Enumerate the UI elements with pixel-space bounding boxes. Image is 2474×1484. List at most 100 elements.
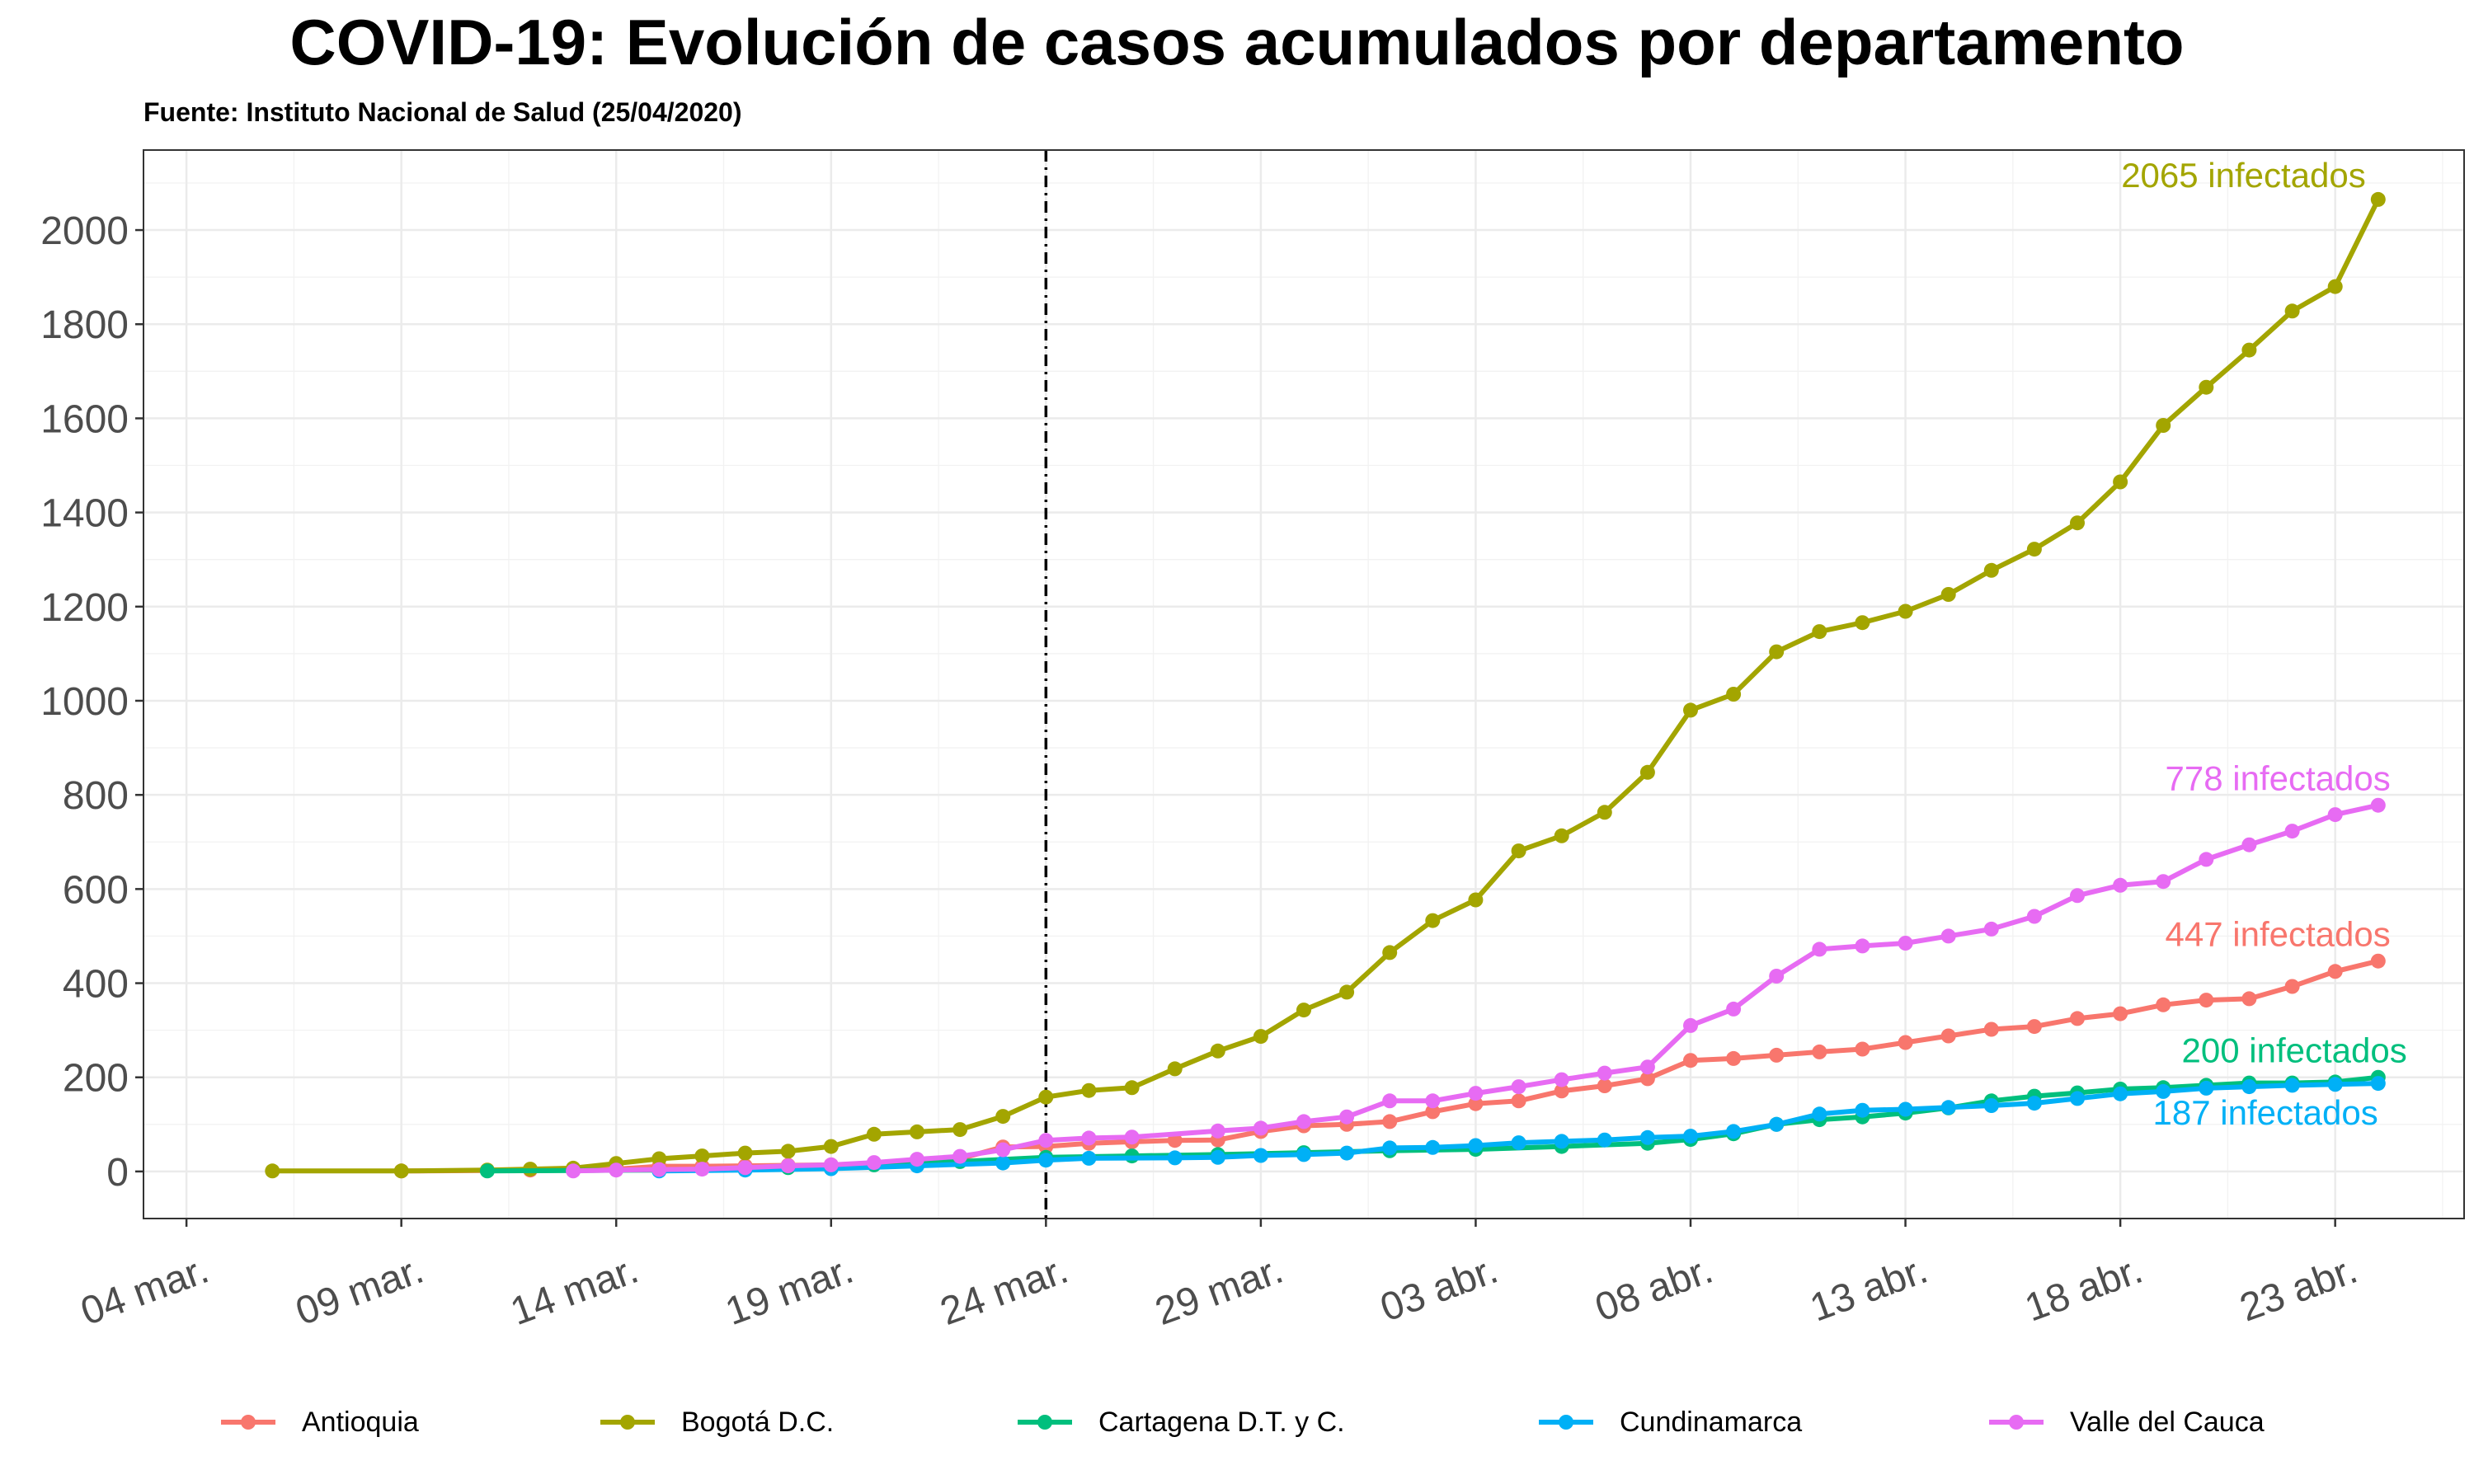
data-point [1038,1089,1054,1105]
x-tick-label: 24 mar. [935,1248,1075,1335]
data-point [2156,874,2171,890]
data-point [1769,969,1785,984]
data-point [1210,1123,1225,1139]
data-point [1253,1029,1268,1045]
data-point [2199,993,2214,1008]
y-tick-label: 1800 [40,303,129,347]
data-point [1167,1061,1183,1077]
data-point [1683,1129,1698,1144]
data-point [2070,1011,2085,1026]
legend-label: Valle del Cauca [2070,1406,2265,1438]
data-point [737,1145,753,1161]
y-tick-label: 800 [63,774,129,818]
x-tick-label: 04 mar. [75,1248,214,1335]
data-point [1468,1096,1484,1111]
data-point [2070,1091,2085,1106]
data-point [2370,797,2386,813]
data-point [1597,1132,1612,1148]
data-point [1081,1082,1097,1098]
data-point [1511,1079,1526,1095]
data-point [566,1163,581,1179]
legend-item: Cartagena D.T. y C. [1016,1393,1345,1451]
legend: Antioquia Bogotá D.C. Cartagena D.T. y C. C… [0,1393,2474,1451]
data-point [1081,1130,1097,1146]
data-point [2113,1006,2128,1021]
data-point [2370,191,2386,207]
data-point [2113,1086,2128,1101]
data-point [995,1109,1011,1125]
y-tick-label: 600 [63,868,129,912]
data-point [823,1157,839,1172]
data-point [866,1155,882,1171]
data-point [2199,1080,2214,1096]
data-point [1812,624,1827,640]
series-line [272,198,2381,1174]
data-point [1855,1102,1870,1118]
data-point [1683,1053,1698,1068]
legend-label: Cartagena D.T. y C. [1098,1406,1345,1438]
data-point [1639,1071,1655,1087]
data-point [1554,828,1569,843]
data-point [780,1144,796,1159]
data-point [393,1163,409,1179]
x-tick-label: 14 mar. [505,1248,644,1335]
x-tick-label: 09 mar. [290,1248,430,1335]
data-point [1511,1135,1526,1151]
data-point [1339,984,1355,1000]
data-point [2156,418,2171,433]
legend-label: Antioquia [302,1406,419,1438]
legend-item: Bogotá D.C. [599,1393,834,1451]
data-point [910,1152,924,1167]
data-point [1210,1149,1225,1165]
data-point [2026,1019,2042,1035]
legend-label: Bogotá D.C. [681,1406,835,1438]
data-point [1983,1021,1999,1037]
data-point [2241,342,2257,358]
data-point [1468,892,1484,908]
data-point [1124,1080,1140,1096]
data-point [823,1139,839,1154]
y-tick-label: 1400 [40,492,129,536]
x-tick-label: 13 abr. [1804,1248,1933,1331]
end-labels-layer: 447 infectados 2065 infectados 200 infecta… [2121,156,2407,1132]
data-point [1898,936,1913,951]
data-point [1940,1100,1956,1115]
data-point [2113,474,2128,490]
major-gridlines [143,150,2464,1219]
data-point [1683,1017,1698,1033]
data-point [1468,1086,1484,1101]
data-point [1167,1150,1183,1166]
data-point [1726,1124,1742,1139]
data-point [1597,1065,1612,1081]
data-point [1769,644,1785,660]
data-point [1382,1093,1398,1109]
y-tick-label: 1600 [40,397,129,441]
data-point [2070,888,2085,904]
series-bogot-d-c- [265,191,2386,1179]
minor-gridlines [143,150,2464,1219]
data-point [1769,1116,1785,1132]
data-point [609,1162,624,1178]
data-point [995,1142,1011,1158]
data-point [265,1163,280,1179]
y-tick-label: 2000 [40,209,129,253]
data-point [1812,942,1827,957]
series-valle-del-cauca [566,797,2386,1179]
line-chart: 447 infectados 2065 infectados 200 infecta… [40,149,2465,1334]
data-point [1296,1003,1311,1018]
data-point [1898,1035,1913,1050]
data-point [1382,1140,1398,1156]
data-point [2026,542,2042,557]
x-tick-label: 19 mar. [720,1248,859,1335]
x-tick-label: 23 abr. [2234,1248,2363,1331]
data-point [1597,1078,1612,1093]
data-point [694,1148,710,1164]
series-end-label: 200 infectados [2182,1031,2407,1070]
data-point [995,1155,1011,1171]
legend-key [1537,1393,1595,1451]
x-axis: 04 mar. 09 mar. 14 mar. 19 mar. 24 mar. 29 ma… [75,1219,2363,1334]
legend-item: Valle del Cauca [1987,1393,2265,1451]
data-point [1554,1134,1569,1149]
data-point [1769,1047,1785,1063]
data-point [1038,1133,1054,1148]
